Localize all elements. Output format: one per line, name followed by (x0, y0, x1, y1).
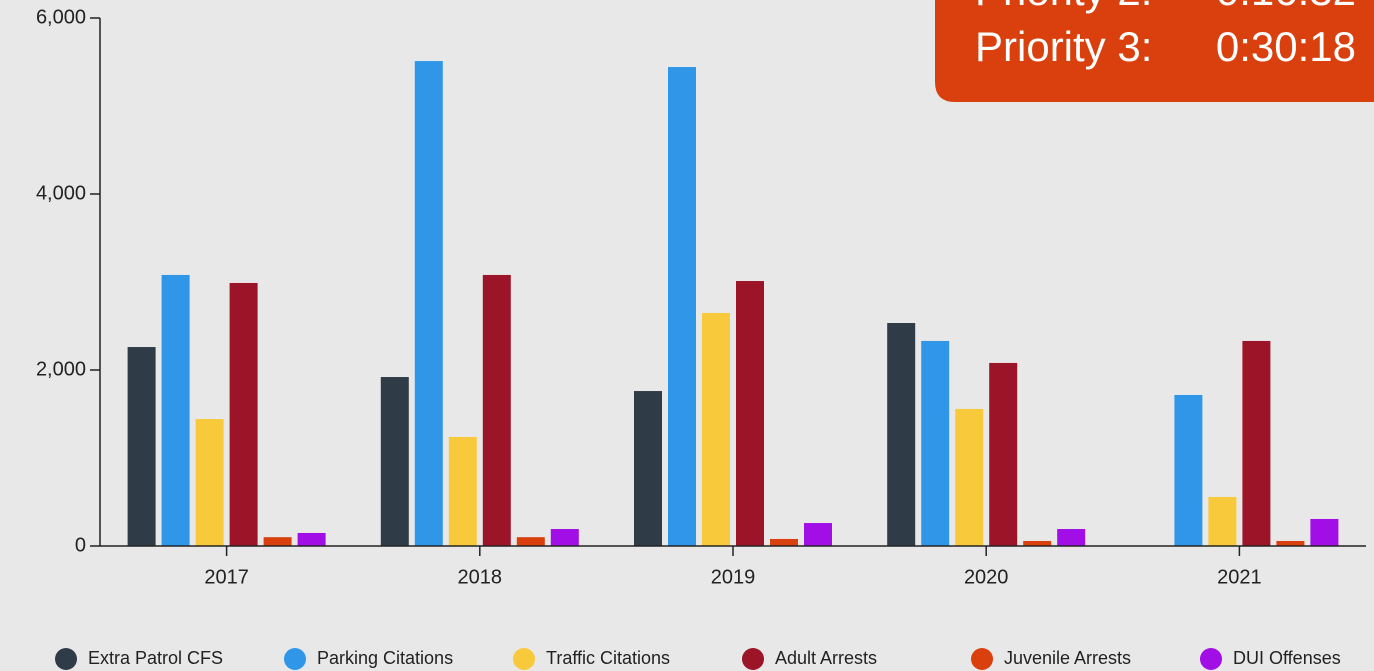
legend-swatch (513, 648, 535, 670)
bar (804, 523, 832, 546)
bar (736, 281, 764, 546)
legend-text: Adult Arrests (775, 648, 877, 668)
bar (380, 377, 409, 546)
x-tick-label: 2019 (711, 566, 756, 588)
x-tick-label: 2018 (458, 566, 503, 588)
legend-swatch (55, 648, 77, 670)
legend-text: Juvenile Arrests (1004, 648, 1131, 668)
bar (263, 537, 292, 546)
bar (482, 274, 511, 546)
overlay-box (935, 0, 1374, 102)
legend-swatch (1200, 648, 1222, 670)
bar (1023, 540, 1052, 546)
bar (989, 362, 1018, 546)
bar (668, 67, 696, 547)
bar (127, 347, 156, 546)
bar (1242, 340, 1271, 546)
overlay-label: Priority 3: (975, 23, 1152, 70)
overlay-time: 0:16:32 (1216, 0, 1356, 14)
x-tick-label: 2021 (1217, 566, 1262, 588)
bar (516, 537, 545, 546)
bar (414, 61, 443, 546)
legend-swatch (971, 648, 993, 670)
bar (1276, 540, 1305, 546)
legend-swatch (742, 648, 764, 670)
y-tick-label: 2,000 (36, 358, 86, 380)
bar (448, 436, 477, 546)
bar (955, 408, 984, 546)
bar (195, 419, 224, 546)
bar (702, 312, 730, 546)
y-tick-label: 0 (75, 534, 86, 556)
legend-text: Extra Patrol CFS (88, 648, 223, 668)
legend-swatch (284, 648, 306, 670)
x-tick-label: 2017 (204, 566, 249, 588)
bar (229, 282, 258, 546)
legend-text: DUI Offenses (1233, 648, 1341, 668)
bar (161, 274, 190, 546)
bar (297, 532, 326, 546)
legend-text: Traffic Citations (546, 648, 670, 668)
x-tick-label: 2020 (964, 566, 1009, 588)
bar (1174, 394, 1203, 546)
bar (1057, 529, 1086, 546)
legend-text: Parking Citations (317, 648, 453, 668)
overlay-label: Priority 2: (975, 0, 1152, 14)
bar (770, 538, 798, 546)
y-tick-label: 6,000 (36, 6, 86, 28)
bar (1310, 518, 1339, 546)
bar (550, 529, 579, 546)
bar (921, 340, 950, 546)
bar (634, 391, 662, 546)
bar (1208, 496, 1237, 546)
bar (887, 323, 916, 546)
y-tick-label: 4,000 (36, 182, 86, 204)
overlay-time: 0:30:18 (1216, 23, 1356, 70)
